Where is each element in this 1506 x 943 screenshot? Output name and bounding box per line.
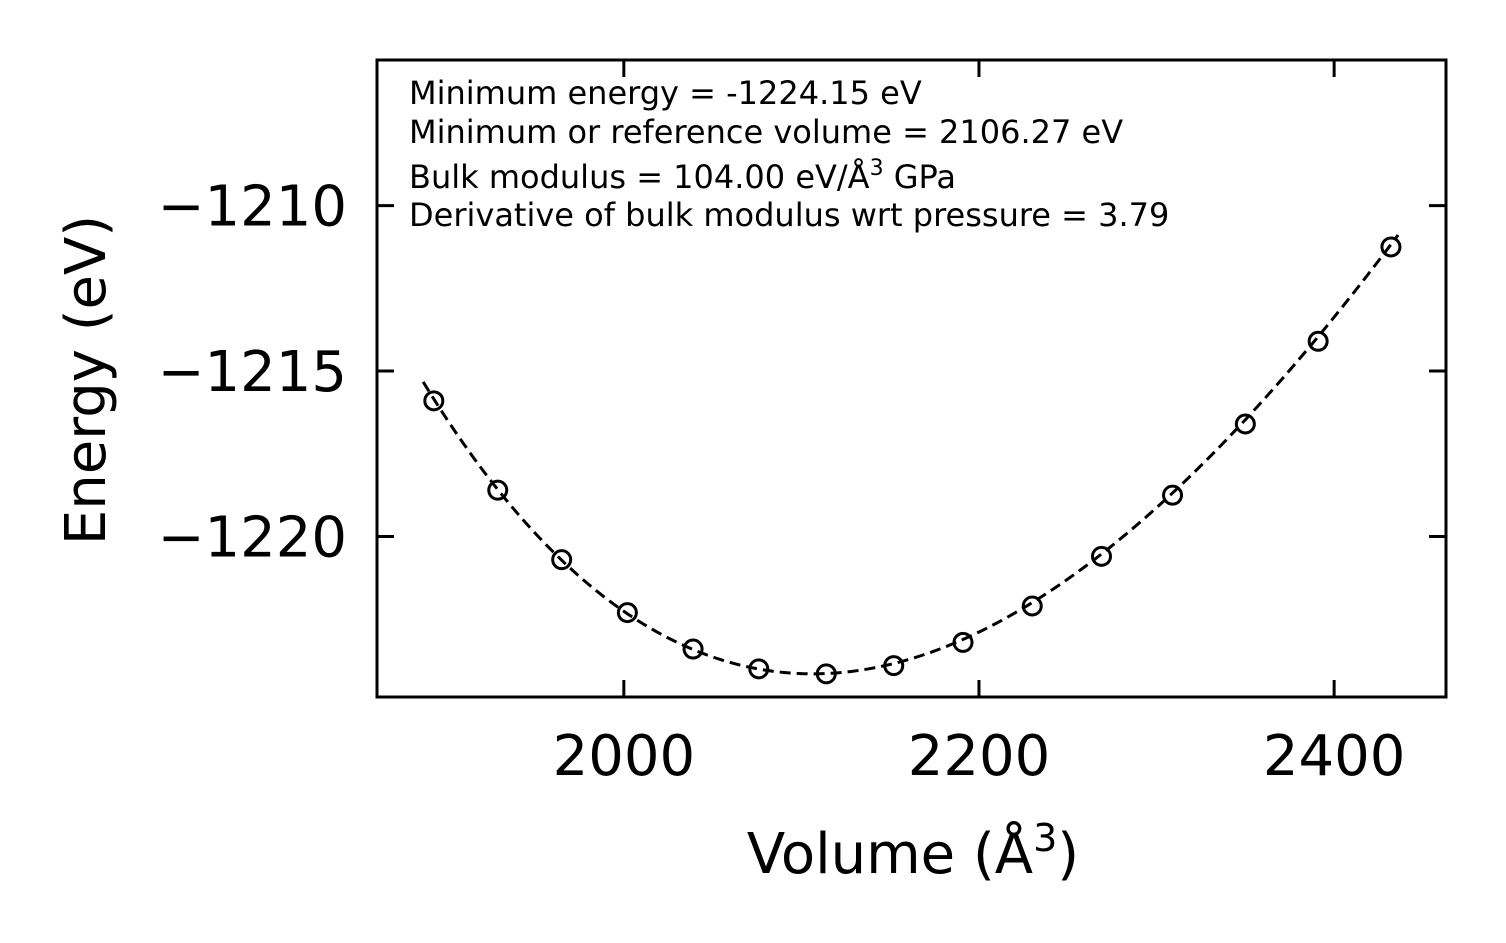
annotation-bulk-modulus-sup: 3 xyxy=(870,156,884,181)
x-axis-label-close: ) xyxy=(1057,822,1079,887)
plot-frame xyxy=(375,58,1448,699)
data-point xyxy=(952,631,974,653)
y-tick-label: −1210 xyxy=(158,175,347,240)
data-point xyxy=(1162,484,1184,506)
annotation-ref-volume: Minimum or reference volume = 2106.27 eV xyxy=(409,113,1123,151)
data-point xyxy=(616,602,638,624)
data-points xyxy=(423,236,1402,685)
x-axis-label: Volume (Å3) xyxy=(747,816,1079,887)
annotation-bulk-modulus-text: Bulk modulus = 104.00 eV/Å xyxy=(409,158,870,196)
data-point xyxy=(1021,595,1043,617)
x-axis-label-sup: 3 xyxy=(1033,816,1057,860)
data-point xyxy=(423,390,445,412)
data-point xyxy=(883,655,905,677)
axis-ticks: 2000 2200 2400 −1210 −1215 −1220 xyxy=(158,60,1446,789)
x-tick-label: 2000 xyxy=(553,724,696,789)
fit-curve xyxy=(421,234,1400,676)
annotation-bulk-modulus: Bulk modulus = 104.00 eV/Å3 GPa xyxy=(409,156,956,196)
annotation-bulk-derivative: Derivative of bulk modulus wrt pressure … xyxy=(409,196,1169,234)
annotation-min-energy: Minimum energy = -1224.15 eV xyxy=(409,74,922,112)
data-point xyxy=(1307,330,1329,352)
data-point xyxy=(551,549,573,571)
y-tick-label: −1220 xyxy=(158,506,347,571)
annotation-bulk-modulus-suffix: GPa xyxy=(884,158,956,196)
y-tick-label: −1215 xyxy=(158,340,347,405)
data-point xyxy=(682,638,704,660)
x-tick-label: 2400 xyxy=(1263,724,1406,789)
data-point xyxy=(815,663,837,685)
y-axis-label: Energy (eV) xyxy=(54,215,119,545)
data-point xyxy=(1380,236,1402,258)
data-point xyxy=(748,658,770,680)
data-point xyxy=(1234,413,1256,435)
data-point xyxy=(487,479,509,501)
data-point xyxy=(1091,545,1113,567)
x-axis-label-text: Volume (Å xyxy=(747,821,1033,887)
x-tick-label: 2200 xyxy=(908,724,1051,789)
